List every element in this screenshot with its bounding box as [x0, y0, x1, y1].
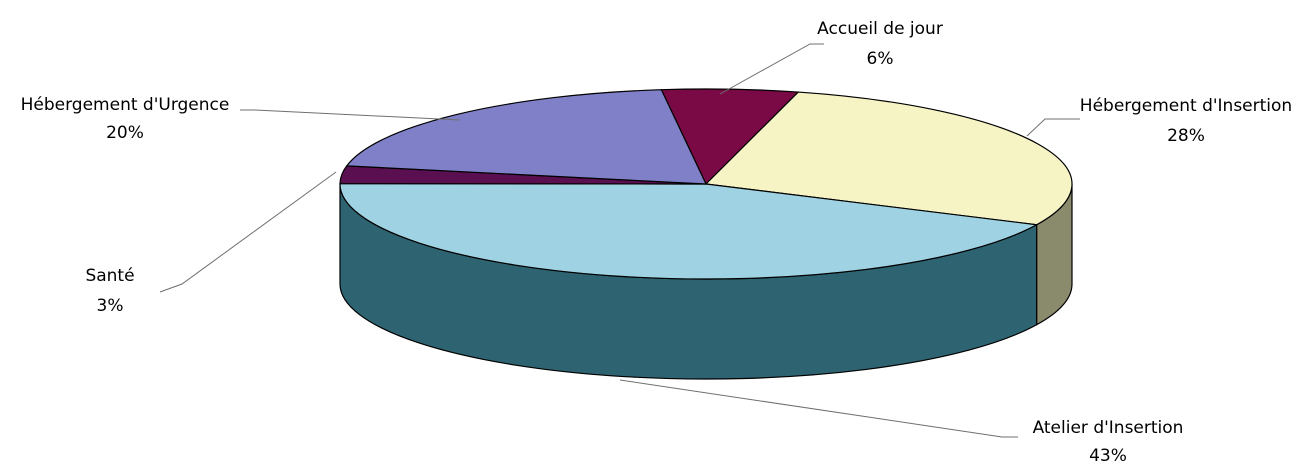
leader-line-hebergement-d-insertion	[1026, 118, 1080, 137]
label-accueil-de-jour: Accueil de jour	[817, 19, 943, 39]
pie-slice-hebergement-d-insertion	[705, 91, 1073, 226]
value-accueil-de-jour: 6%	[867, 49, 894, 69]
label-atelier-insertion: Atelier d'Insertion	[1033, 418, 1184, 438]
pie-slice-hebergement-d-urgence	[346, 89, 707, 185]
value-sante: 3%	[97, 296, 124, 316]
pie-slice-accueil-de-jour	[660, 88, 799, 185]
label-sante: Santé	[85, 266, 134, 286]
pie-sides	[339, 183, 1073, 380]
value-hebergement-insertion: 28%	[1167, 126, 1205, 146]
value-hebergement-urgence: 20%	[106, 123, 144, 143]
label-hebergement-urgence: Hébergement d'Urgence	[21, 95, 230, 115]
label-hebergement-insertion: Hébergement d'Insertion	[1080, 96, 1292, 116]
leader-line-hebergement-d-urgence	[240, 109, 461, 121]
leader-line-accueil-de-jour	[719, 43, 824, 95]
value-atelier-insertion: 43%	[1089, 446, 1127, 465]
leader-line-sante	[159, 171, 337, 293]
leader-line-atelier-d-insertion	[619, 379, 1018, 438]
pie-slices	[339, 88, 1073, 280]
leader-lines	[159, 43, 1080, 438]
pie-slice-atelier-d-insertion	[339, 183, 1038, 280]
